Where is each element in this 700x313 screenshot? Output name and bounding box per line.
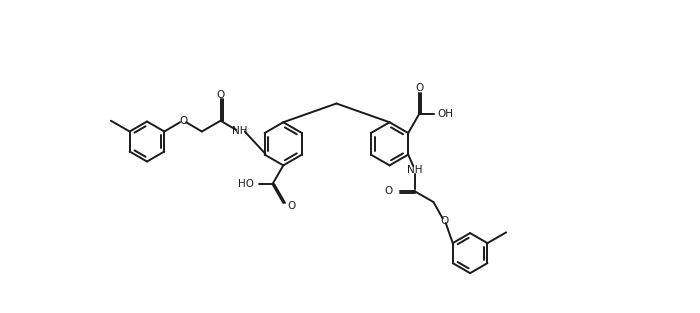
Text: O: O xyxy=(216,90,225,100)
Text: O: O xyxy=(415,83,423,93)
Text: NH: NH xyxy=(407,165,422,175)
Text: O: O xyxy=(287,201,295,211)
Text: O: O xyxy=(384,186,393,196)
Text: OH: OH xyxy=(438,109,454,119)
Text: O: O xyxy=(440,216,449,226)
Text: O: O xyxy=(179,116,187,126)
Text: HO: HO xyxy=(238,179,254,189)
Text: NH: NH xyxy=(232,126,247,136)
